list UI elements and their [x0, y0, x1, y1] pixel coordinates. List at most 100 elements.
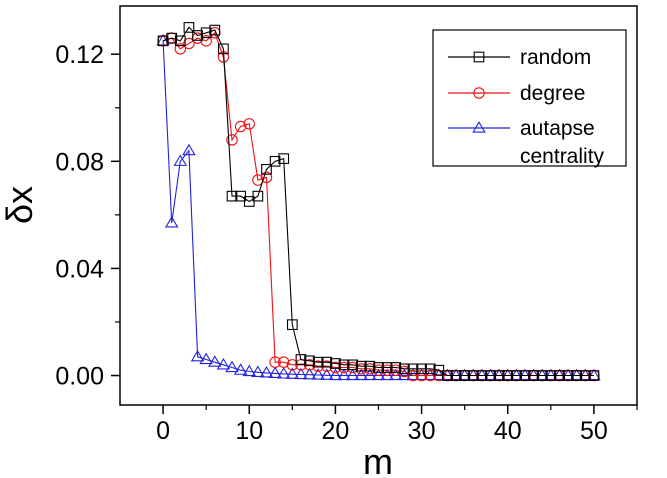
data-point-autapse [492, 368, 506, 381]
data-point-autapse [190, 349, 205, 362]
y-axis-title: δx [0, 186, 40, 224]
data-point-autapse [578, 368, 593, 381]
data-point-autapse [302, 367, 317, 380]
data-point-autapse [259, 365, 274, 378]
x-axis-title: m [363, 441, 393, 478]
data-point-random [571, 370, 583, 381]
data-point-random [416, 363, 427, 375]
data-point-random [218, 43, 229, 55]
legend-entry-autapse: autapse centrality [448, 117, 605, 168]
data-point-autapse [509, 368, 524, 381]
data-point-random [536, 370, 548, 381]
data-point-random [502, 370, 514, 381]
data-point-autapse [475, 368, 489, 381]
data-point-random [235, 190, 246, 202]
data-point-random [364, 360, 376, 372]
legend: random degree autapse centrality [432, 29, 627, 168]
data-point-autapse [311, 368, 325, 380]
data-point-autapse [483, 368, 498, 381]
data-point-autapse [328, 368, 343, 381]
data-point-random [321, 356, 333, 368]
data-point-degree [277, 356, 290, 368]
data-point-autapse [466, 368, 481, 381]
data-point-random [183, 22, 195, 33]
data-point-autapse [182, 143, 196, 156]
data-point-autapse [552, 368, 567, 381]
data-point-random [433, 364, 445, 376]
data-point-random [304, 355, 315, 367]
data-point-autapse [320, 368, 334, 380]
legend-marker-random [473, 51, 485, 63]
data-point-random [338, 359, 350, 371]
data-point-autapse [208, 355, 222, 367]
data-point-autapse [164, 216, 179, 228]
data-point-random [174, 35, 186, 47]
y-tick-label: 0.00 [55, 363, 104, 391]
data-point-random [398, 363, 410, 375]
legend-label-degree: degree [520, 82, 585, 105]
data-point-degree [269, 356, 281, 368]
data-point-autapse [337, 368, 351, 381]
data-point-autapse [457, 368, 472, 381]
data-point-random [424, 363, 436, 375]
data-point-random [252, 190, 264, 202]
data-point-random [528, 370, 539, 381]
data-point-autapse [363, 368, 377, 381]
data-point-autapse [544, 368, 558, 381]
data-point-random [261, 163, 272, 175]
x-tick-label: 0 [156, 417, 170, 445]
series-random [157, 22, 600, 381]
data-point-degree [226, 134, 238, 146]
data-point-degree [174, 43, 187, 55]
data-point-random [269, 155, 281, 167]
legend-label-autapse: autapse centrality [520, 117, 605, 168]
data-point-random [381, 362, 393, 373]
data-point-random [278, 153, 290, 164]
data-point-random [373, 362, 384, 373]
data-point-random [588, 370, 600, 381]
data-point-degree [260, 171, 273, 184]
data-point-autapse [294, 367, 308, 380]
data-point-random [209, 24, 221, 36]
data-point-degree [424, 369, 436, 382]
data-point-autapse [440, 368, 455, 381]
data-point-autapse [345, 368, 360, 381]
data-point-autapse [285, 367, 300, 379]
legend-label-random: random [520, 46, 591, 69]
legend-box [432, 29, 627, 167]
data-point-autapse [423, 368, 437, 381]
data-point-random [157, 35, 169, 47]
series-layer [156, 22, 601, 382]
y-tick-label: 0.04 [55, 255, 104, 283]
data-point-degree [234, 120, 247, 133]
data-point-autapse [233, 363, 248, 375]
data-point-degree [407, 369, 419, 382]
data-point-random [286, 319, 298, 331]
data-point-autapse [518, 368, 532, 381]
legend-entry-degree: degree [448, 82, 585, 105]
data-point-degree [243, 118, 256, 130]
data-point-random [200, 27, 212, 39]
data-point-random [511, 370, 522, 381]
data-point-autapse [500, 368, 515, 381]
data-point-random [493, 370, 505, 381]
data-point-autapse [569, 368, 584, 381]
data-point-random [442, 370, 453, 381]
data-point-autapse [225, 360, 239, 373]
data-point-degree [183, 37, 195, 50]
data-point-random [226, 190, 238, 202]
data-point-autapse [354, 368, 369, 381]
data-point-degree [286, 359, 299, 371]
data-point-autapse [216, 357, 231, 370]
data-point-random [355, 360, 367, 372]
data-point-random [459, 370, 471, 381]
data-point-autapse [268, 366, 282, 379]
data-point-autapse [414, 368, 429, 381]
legend-marker-autapse [472, 121, 486, 133]
data-point-degree [200, 35, 212, 47]
y-tick-label: 0.08 [55, 148, 104, 176]
x-tick-label: 10 [235, 417, 263, 445]
data-point-random [347, 359, 359, 371]
data-point-random [407, 363, 419, 375]
